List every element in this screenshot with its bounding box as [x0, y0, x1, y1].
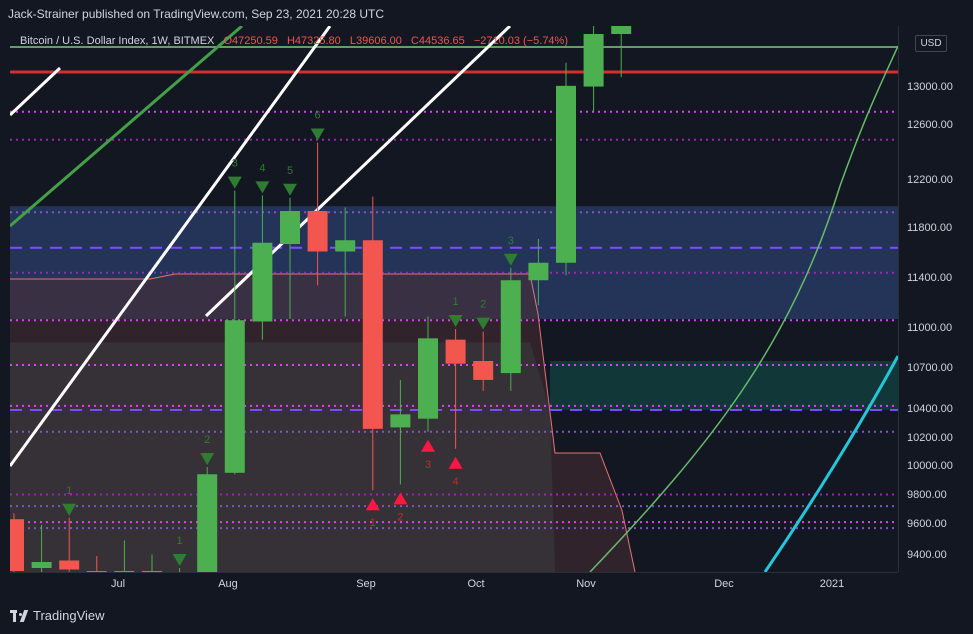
buy-signal-arrow-9 [503, 253, 518, 266]
candle-body-10 [280, 211, 300, 244]
channel-line-white-1 [10, 66, 62, 117]
candle-body-7 [197, 474, 218, 572]
price-chart[interactable]: 1 1 2 3 4 5 6 1 2 3 1 2 3 4 [10, 26, 898, 572]
sell-signal-label-13: 4 [453, 476, 459, 488]
legend-high: H47325.80 [286, 35, 341, 47]
time-tick-5: Dec [714, 578, 734, 590]
channel-line-green [10, 26, 243, 228]
candle-body-14 [390, 414, 411, 428]
buy-signal-label-4: 4 [259, 162, 265, 174]
buy-signal-arrow-2 [200, 453, 215, 465]
price-tick-10: 9800.00 [907, 489, 947, 501]
chart-area[interactable]: 1 1 2 3 4 5 6 1 2 3 1 2 3 4 Bitcoin / U.S. Dollar Ind… [10, 26, 898, 572]
sell-signal-label-12: 3 [425, 459, 431, 471]
price-tick-9: 10000.00 [907, 460, 953, 472]
sell-signal-arrow-11 [393, 492, 408, 505]
buy-signal-label-1: 1 [177, 535, 183, 547]
buy-signal-arrow-0 [62, 503, 77, 516]
price-tick-11: 9600.00 [907, 518, 947, 530]
curve-green [589, 45, 898, 572]
price-tick-1: 12600.00 [907, 119, 953, 131]
price-tick-6: 10700.00 [907, 362, 953, 374]
candle-body-8 [224, 320, 245, 473]
price-tick-3: 11800.00 [907, 222, 953, 234]
buy-signal-label-0: 1 [66, 485, 72, 497]
time-tick-3: Oct [467, 578, 485, 590]
sell-signal-label-11: 2 [397, 511, 403, 523]
time-tick-6: 2021 [819, 578, 845, 590]
buy-signal-label-6: 6 [315, 110, 321, 122]
channel-line-white-2 [10, 26, 332, 467]
brand-name: TradingView [33, 608, 105, 623]
time-tick-0: Jul [110, 578, 126, 590]
price-tick-7: 10400.00 [907, 403, 953, 415]
time-tick-1: Aug [218, 578, 238, 590]
cloud-edge [10, 273, 636, 572]
candle-body-5 [142, 571, 162, 572]
price-tick-0: 13000.00 [907, 81, 953, 93]
buy-signal-arrow-5 [283, 183, 297, 196]
buy-signal-label-7: 1 [453, 296, 459, 308]
candle-body-1 [31, 562, 52, 568]
buy-signal-arrow-3 [227, 176, 242, 189]
tradingview-logo-icon [10, 609, 29, 622]
buy-signal-label-9: 3 [508, 235, 514, 247]
buy-signal-arrow-8 [476, 317, 491, 330]
time-axis[interactable]: Jul Aug Sep Oct Nov Dec 2021 [10, 572, 898, 597]
candle-body-0 [10, 519, 24, 571]
sell-signal-label-10: 1 [370, 517, 376, 529]
candle-body-17 [473, 361, 494, 380]
candle-body-20 [556, 85, 576, 263]
legend-close: C44536.65 [410, 35, 465, 47]
candle-body-21 [583, 34, 604, 87]
buy-signal-arrow-7 [448, 315, 463, 327]
candle-body-3 [86, 571, 107, 572]
candle-body-11 [307, 211, 328, 252]
sell-signal-arrow-13 [448, 456, 463, 469]
candle-body-19 [528, 262, 549, 281]
price-tick-4: 11400.00 [907, 272, 953, 284]
price-tick-2: 12200.00 [907, 174, 953, 186]
candle-body-18 [500, 280, 521, 374]
candle-body-2 [59, 560, 80, 570]
publisher-info: Jack-Strainer published on TradingView.c… [8, 7, 384, 21]
legend-change: −2710.03 (−5.74%) [473, 35, 568, 47]
symbol-title: Bitcoin / U.S. Dollar Index, 1W, BITMEX [20, 35, 215, 47]
sell-signal-arrow-10 [365, 498, 380, 511]
symbol-legend: Bitcoin / U.S. Dollar Index, 1W, BITMEX … [20, 35, 568, 47]
candle-body-12 [335, 240, 356, 252]
teal-zone [550, 361, 898, 410]
header-bar: Jack-Strainer published on TradingView.c… [0, 0, 973, 26]
price-tick-5: 11000.00 [907, 322, 953, 334]
curve-cyan [763, 355, 898, 572]
price-tick-12: 9400.00 [907, 549, 947, 561]
legend-low: L39606.00 [349, 35, 402, 47]
time-tick-2: Sep [356, 578, 376, 590]
currency-badge[interactable]: USD [915, 35, 947, 52]
buy-signal-arrow-6 [310, 128, 325, 141]
price-axis[interactable]: 13000.00 12600.00 12200.00 11800.00 11400.00… [898, 26, 973, 572]
buy-signal-label-3: 3 [232, 158, 238, 170]
buy-signal-arrow-4 [255, 181, 270, 194]
price-tick-8: 10200.00 [907, 432, 953, 444]
buy-signal-label-5: 5 [287, 165, 293, 177]
candle-body-13 [362, 240, 383, 429]
time-tick-4: Nov [576, 578, 596, 590]
candle-body-16 [445, 339, 466, 364]
legend-open: O47250.59 [223, 35, 278, 47]
candle-body-9 [252, 242, 273, 322]
buy-signal-label-8: 2 [480, 299, 486, 311]
candle-body-22 [611, 26, 632, 34]
buy-signal-label-2: 2 [204, 434, 210, 446]
sell-signal-arrow-12 [421, 439, 435, 452]
tradingview-branding[interactable]: TradingView [10, 608, 105, 623]
candle-body-15 [418, 338, 438, 419]
buy-signal-arrow-1 [172, 554, 187, 566]
candle-body-4 [114, 571, 135, 572]
